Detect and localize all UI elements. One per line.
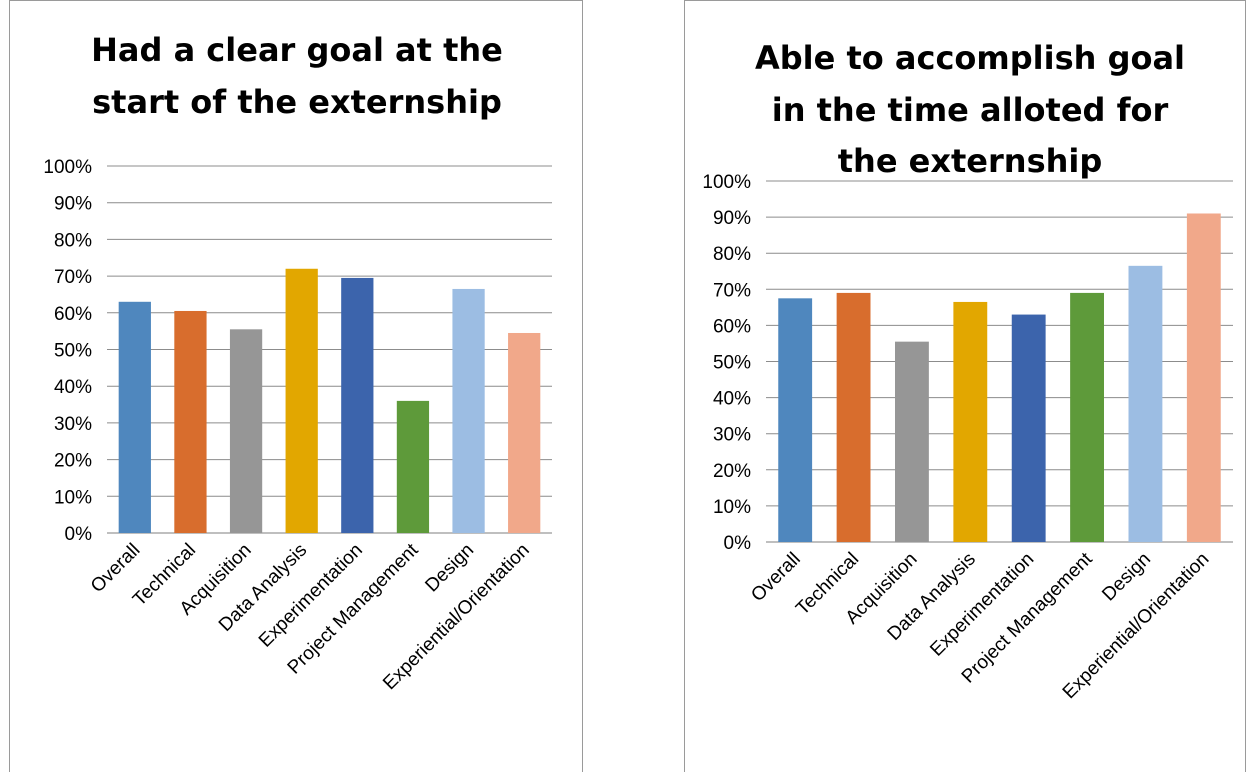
bar <box>118 301 151 533</box>
bar <box>836 292 871 542</box>
y-tick-label: 80% <box>54 230 92 251</box>
x-category-label: Experimentation <box>926 549 1038 661</box>
bar <box>1186 213 1221 543</box>
bar <box>953 301 988 542</box>
chart-panel-goal-clarity: Had a clear goal at the start of the exte… <box>9 0 583 772</box>
y-tick-label: 70% <box>713 280 751 301</box>
y-tick-label: 20% <box>54 451 92 472</box>
chart-goal-accomplished: Able to accomplish goal in the time allot… <box>702 39 1233 703</box>
y-tick-label: 100% <box>702 172 751 193</box>
chart-title-line: the externship <box>838 142 1103 180</box>
y-tick-label: 50% <box>54 341 92 362</box>
bar <box>1128 265 1163 542</box>
bar <box>229 329 263 533</box>
bar <box>341 277 374 533</box>
y-tick-label: 0% <box>724 533 752 554</box>
y-tick-label: 50% <box>713 353 751 374</box>
bar <box>1011 314 1046 542</box>
bar <box>285 268 318 533</box>
y-tick-label: 20% <box>713 461 751 482</box>
x-category-label: Experimentation <box>255 540 367 652</box>
y-tick-label: 60% <box>54 304 92 325</box>
y-tick-label: 0% <box>65 524 93 545</box>
x-category-label: Design <box>1098 549 1155 606</box>
x-category-label: Overall <box>747 549 804 606</box>
y-tick-label: 30% <box>54 414 92 435</box>
y-tick-label: 90% <box>54 194 92 215</box>
bar <box>895 341 929 542</box>
bar <box>508 332 541 533</box>
chart-goal-clarity: Had a clear goal at the start of the exte… <box>43 31 552 694</box>
bar <box>396 400 430 533</box>
y-tick-label: 70% <box>54 267 92 288</box>
bar <box>452 288 485 533</box>
chart-title-line: Had a clear goal at the <box>91 31 503 69</box>
y-tick-label: 30% <box>713 425 751 446</box>
chart-panel-goal-accomplished: Able to accomplish goal in the time allot… <box>684 0 1246 772</box>
y-tick-label: 10% <box>54 487 92 508</box>
y-tick-label: 40% <box>713 389 751 410</box>
chart-title-line: in the time alloted for <box>772 91 1169 129</box>
y-tick-label: 90% <box>713 208 751 229</box>
y-tick-label: 100% <box>43 157 92 178</box>
bar <box>778 298 813 542</box>
bar <box>1070 292 1104 542</box>
chart-title-line: start of the externship <box>92 83 502 121</box>
y-tick-label: 40% <box>54 377 92 398</box>
chart-title-line: Able to accomplish goal <box>755 39 1185 77</box>
y-tick-label: 60% <box>713 316 751 337</box>
bar <box>174 310 207 533</box>
y-tick-label: 80% <box>713 244 751 265</box>
y-tick-label: 10% <box>713 497 751 518</box>
